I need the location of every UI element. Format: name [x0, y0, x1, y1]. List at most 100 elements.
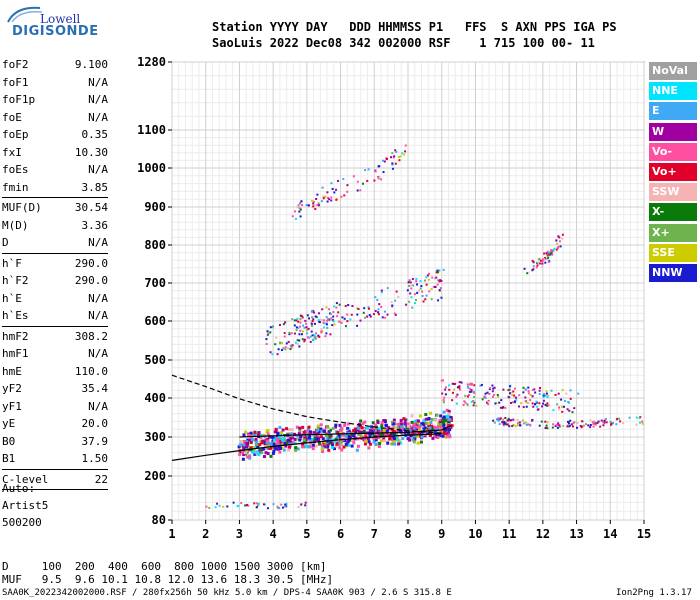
- echo-point: [349, 318, 352, 321]
- echo-point: [447, 412, 451, 416]
- echo-point: [378, 303, 381, 306]
- echo-point: [403, 422, 407, 426]
- echo-point: [593, 421, 596, 424]
- echo-point: [281, 441, 285, 445]
- echo-point: [535, 400, 538, 403]
- echo-point: [426, 431, 430, 435]
- echo-point: [551, 426, 554, 429]
- echo-point: [391, 426, 395, 430]
- echo-point: [354, 430, 358, 434]
- echo-point: [561, 233, 564, 236]
- echo-point: [313, 334, 316, 337]
- echo-point: [391, 163, 394, 166]
- echo-point: [248, 454, 252, 458]
- echo-point: [538, 257, 541, 260]
- echo-point: [250, 450, 254, 454]
- echo-point: [487, 403, 490, 406]
- echo-point: [410, 284, 413, 287]
- footer-version: Ion2Png 1.3.17: [616, 588, 692, 598]
- echo-point: [436, 271, 439, 274]
- echo-point: [544, 258, 547, 261]
- echo-point: [412, 422, 416, 426]
- echo-point: [596, 422, 599, 425]
- param-value: 35.4: [81, 382, 109, 395]
- echo-point: [538, 402, 541, 405]
- echo-point: [269, 351, 272, 354]
- echo-point: [303, 326, 306, 329]
- echo-point: [564, 400, 567, 403]
- echo-point: [342, 445, 346, 449]
- echo-point: [330, 317, 333, 320]
- solid-profile-curve: [239, 424, 453, 438]
- echo-point: [335, 306, 338, 309]
- echo-point: [393, 442, 397, 446]
- echo-point: [600, 419, 603, 422]
- echo-point: [443, 396, 446, 399]
- echo-point: [316, 426, 320, 430]
- echo-point: [327, 426, 331, 430]
- echo-point: [542, 395, 545, 398]
- echo-point: [346, 426, 350, 430]
- echo-point: [518, 421, 521, 424]
- echo-point: [410, 296, 413, 299]
- echo-point: [320, 318, 323, 321]
- echo-point: [513, 401, 516, 404]
- echo-point: [246, 450, 250, 454]
- echo-point: [319, 429, 323, 433]
- echo-point: [333, 191, 336, 194]
- echo-point: [362, 311, 365, 314]
- y-tick-label: 600: [144, 314, 166, 328]
- echo-point: [557, 422, 560, 425]
- echo-point: [541, 405, 544, 408]
- echo-point: [238, 452, 242, 456]
- param-value: 0.35: [81, 128, 109, 141]
- param-row-hme: hmE 110.0: [2, 363, 108, 380]
- echo-point: [441, 430, 445, 434]
- echo-point: [281, 506, 284, 509]
- echo-point: [351, 438, 355, 442]
- echo-point: [420, 435, 424, 439]
- echo-point: [289, 344, 292, 347]
- x-tick-label: 7: [371, 527, 378, 541]
- echo-point: [472, 404, 475, 407]
- echo-point: [377, 313, 380, 316]
- echo-point: [604, 418, 607, 421]
- echo-point: [368, 442, 372, 446]
- echo-point: [554, 393, 557, 396]
- echo-point: [242, 445, 246, 449]
- echo-point: [556, 426, 559, 429]
- echo-point: [284, 505, 287, 508]
- echo-point: [281, 438, 285, 442]
- echo-point: [431, 276, 434, 279]
- echo-point: [609, 420, 612, 423]
- echo-point: [447, 421, 451, 425]
- echo-point: [380, 427, 384, 431]
- echo-point: [346, 184, 349, 187]
- echo-point: [322, 319, 325, 322]
- echo-point: [437, 421, 441, 425]
- echo-point: [458, 388, 461, 391]
- echo-point: [494, 402, 497, 405]
- echo-point: [546, 402, 549, 405]
- echo-point: [300, 503, 303, 506]
- param-row-d: D N/A: [2, 234, 108, 251]
- echo-point: [321, 330, 324, 333]
- echo-point: [311, 320, 314, 323]
- echo-point: [423, 426, 427, 430]
- echo-point: [442, 268, 445, 271]
- echo-point: [389, 429, 393, 433]
- echo-point: [216, 502, 219, 505]
- echo-point: [560, 405, 563, 408]
- echo-point: [399, 423, 403, 427]
- echo-point: [442, 423, 446, 427]
- echo-point: [262, 455, 266, 459]
- echo-point: [359, 319, 362, 322]
- echo-point: [343, 317, 346, 320]
- echo-point: [385, 429, 389, 433]
- echo-point: [356, 324, 359, 327]
- echo-point: [275, 439, 279, 443]
- param-row-hf2: h`F2 290.0: [2, 272, 108, 289]
- echo-point: [543, 252, 546, 255]
- echo-point: [257, 502, 260, 505]
- x-tick-label: 3: [236, 527, 243, 541]
